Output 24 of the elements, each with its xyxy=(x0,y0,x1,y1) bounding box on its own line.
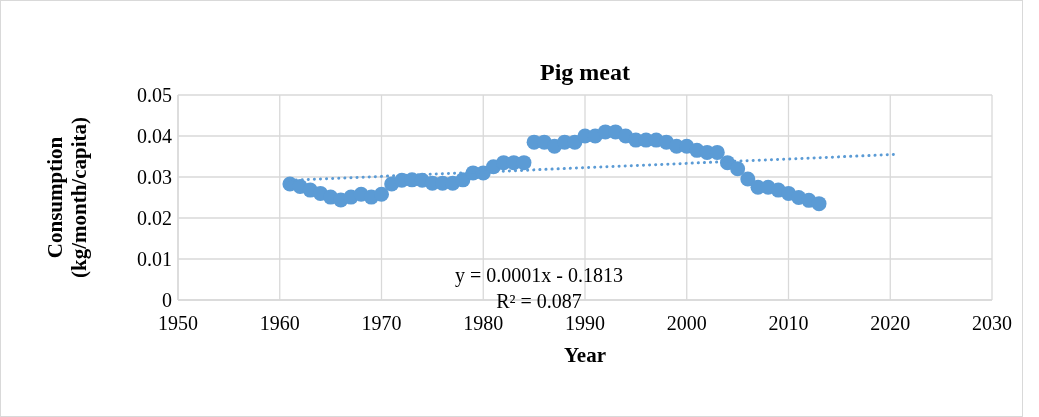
x-tick-label: 1950 xyxy=(158,312,198,334)
annotation: y = 0.0001x - 0.1813 xyxy=(455,264,623,287)
y-tick-label: 0.01 xyxy=(137,248,172,270)
chart-title: Pig meat xyxy=(540,59,630,85)
x-tick-label: 2000 xyxy=(666,312,707,334)
point xyxy=(374,186,389,202)
point xyxy=(730,161,746,177)
y-axis-title: Consumption (kg/month/capita) xyxy=(43,116,91,279)
annotation: R² = 0.087 xyxy=(496,290,582,312)
y-tick-label: 0.04 xyxy=(137,125,172,147)
x-tick-label: 2030 xyxy=(972,312,1012,334)
y-tick-label: 0.05 xyxy=(137,84,172,106)
point xyxy=(811,196,827,212)
x-tick-label: 1960 xyxy=(259,312,300,334)
x-tick-label: 1970 xyxy=(361,312,402,334)
x-axis-title: Year xyxy=(564,343,606,367)
y-tick-label: 0.02 xyxy=(137,207,172,229)
y-tick-label: 0 xyxy=(162,289,172,311)
x-tick-label: 1980 xyxy=(463,312,504,334)
point xyxy=(740,171,756,187)
y-tick-label: 0.03 xyxy=(137,166,172,188)
x-tick-label: 2010 xyxy=(768,312,809,334)
x-tick-label: 1990 xyxy=(565,312,605,334)
x-tick-label: 2020 xyxy=(870,312,911,334)
